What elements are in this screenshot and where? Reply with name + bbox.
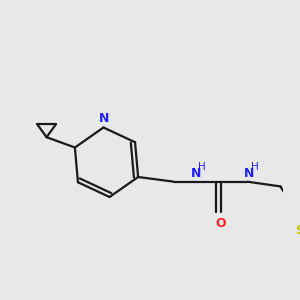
Text: N: N	[244, 167, 254, 180]
Text: H: H	[198, 162, 206, 172]
Text: H: H	[251, 162, 259, 172]
Text: N: N	[99, 112, 110, 124]
Text: S: S	[295, 224, 300, 237]
Text: O: O	[216, 217, 226, 230]
Text: N: N	[191, 167, 202, 180]
